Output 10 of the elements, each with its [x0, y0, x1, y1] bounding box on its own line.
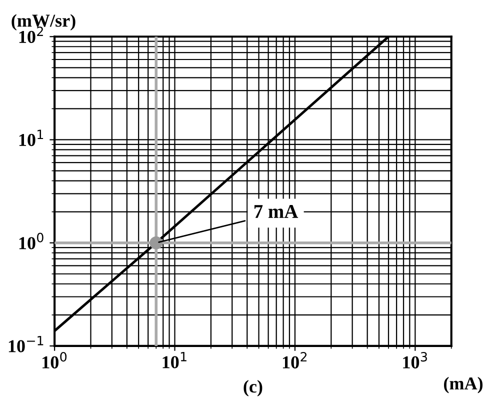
y-tick-label: 10$^{−1}$	[8, 336, 44, 352]
y-tick-label: 10$^{1}$	[19, 130, 44, 146]
x-tick-label: 10$^{3}$	[403, 352, 427, 368]
x-tick-label: 10$^{0}$	[42, 352, 67, 368]
annotation: 7 mA	[254, 205, 298, 218]
x-axis-title: (mA)	[444, 376, 483, 394]
text: (c)	[244, 380, 262, 396]
x-tick-label: 10$^{2}$	[282, 352, 307, 368]
y-tick-label: 10$^{0}$	[19, 232, 44, 250]
x-tick-label: 10$^{1}$	[162, 352, 186, 368]
